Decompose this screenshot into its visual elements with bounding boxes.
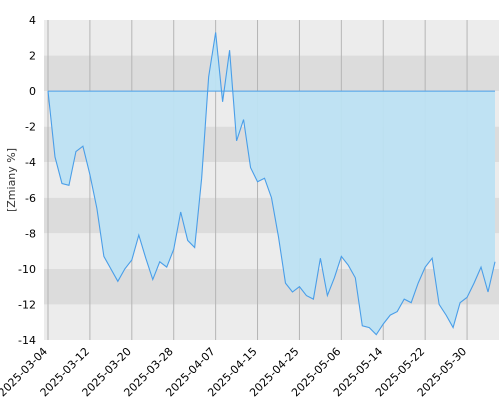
data-point [347, 264, 349, 266]
data-point [180, 211, 182, 213]
data-point [410, 301, 412, 303]
data-point [47, 90, 49, 92]
data-point [242, 118, 244, 120]
data-point [354, 277, 356, 279]
data-point [235, 140, 237, 142]
series-line [47, 32, 496, 336]
data-point [319, 257, 321, 259]
y-axis-title: [Zmiany %] [5, 148, 18, 212]
y-band [44, 268, 499, 305]
data-point [445, 314, 447, 316]
data-point [103, 255, 105, 257]
data-point [375, 333, 377, 335]
data-point [270, 197, 272, 199]
data-point [340, 255, 342, 257]
data-point [207, 76, 209, 78]
data-point [138, 234, 140, 236]
data-point [277, 236, 279, 238]
data-point [193, 246, 195, 248]
data-point [166, 266, 168, 268]
y-tick-label: 0 [29, 85, 36, 98]
data-point [249, 166, 251, 168]
data-point [473, 282, 475, 284]
data-point [305, 294, 307, 296]
y-tick-label: -6 [25, 192, 36, 205]
data-point [333, 277, 335, 279]
data-point [145, 257, 147, 259]
data-point [256, 181, 258, 183]
data-point [326, 294, 328, 296]
data-point [480, 266, 482, 268]
data-point [452, 326, 454, 328]
y-tick-label: -8 [25, 227, 36, 240]
y-band [44, 20, 499, 56]
data-point [263, 177, 265, 179]
y-tick-labels: 4 2 0 -2 -4 -6 -8 -10 -12 -14 [18, 14, 36, 347]
data-point [368, 326, 370, 328]
data-point [382, 323, 384, 325]
data-point [82, 145, 84, 147]
series-area [48, 32, 495, 335]
data-point [117, 280, 119, 282]
data-point [431, 257, 433, 259]
data-point [200, 177, 202, 179]
data-point [110, 268, 112, 270]
data-point [131, 259, 133, 261]
data-point [152, 278, 154, 280]
y-tick-label: 2 [29, 50, 36, 63]
data-point [214, 31, 216, 33]
data-point [291, 291, 293, 293]
data-point [312, 298, 314, 300]
data-point [361, 325, 363, 327]
y-tick-label: 4 [29, 14, 36, 27]
data-point [96, 207, 98, 209]
data-point [75, 150, 77, 152]
data-point [173, 248, 175, 250]
y-tick-label: -12 [18, 298, 36, 311]
data-point [417, 282, 419, 284]
data-point [494, 261, 496, 263]
data-point [403, 298, 405, 300]
data-point [396, 310, 398, 312]
data-point [459, 301, 461, 303]
x-tick-labels: 2025-03-042025-03-122025-03-202025-03-28… [0, 345, 469, 399]
data-point [54, 156, 56, 158]
y-band [44, 304, 499, 340]
data-point [68, 184, 70, 186]
data-point [221, 101, 223, 103]
data-point [389, 314, 391, 316]
data-point [89, 173, 91, 175]
data-point [284, 282, 286, 284]
data-point [228, 49, 230, 51]
data-point [159, 261, 161, 263]
data-point [124, 268, 126, 270]
y-tick-label: -2 [25, 121, 36, 134]
y-tick-label: -4 [25, 156, 36, 169]
data-point [186, 239, 188, 241]
data-point [466, 296, 468, 298]
y-tick-label: -14 [18, 334, 36, 347]
data-point [487, 291, 489, 293]
series-points [47, 31, 496, 335]
data-point [424, 266, 426, 268]
data-point [438, 303, 440, 305]
data-point [61, 182, 63, 184]
data-point [298, 285, 300, 287]
y-band [44, 55, 499, 92]
y-tick-label: -10 [18, 263, 36, 276]
